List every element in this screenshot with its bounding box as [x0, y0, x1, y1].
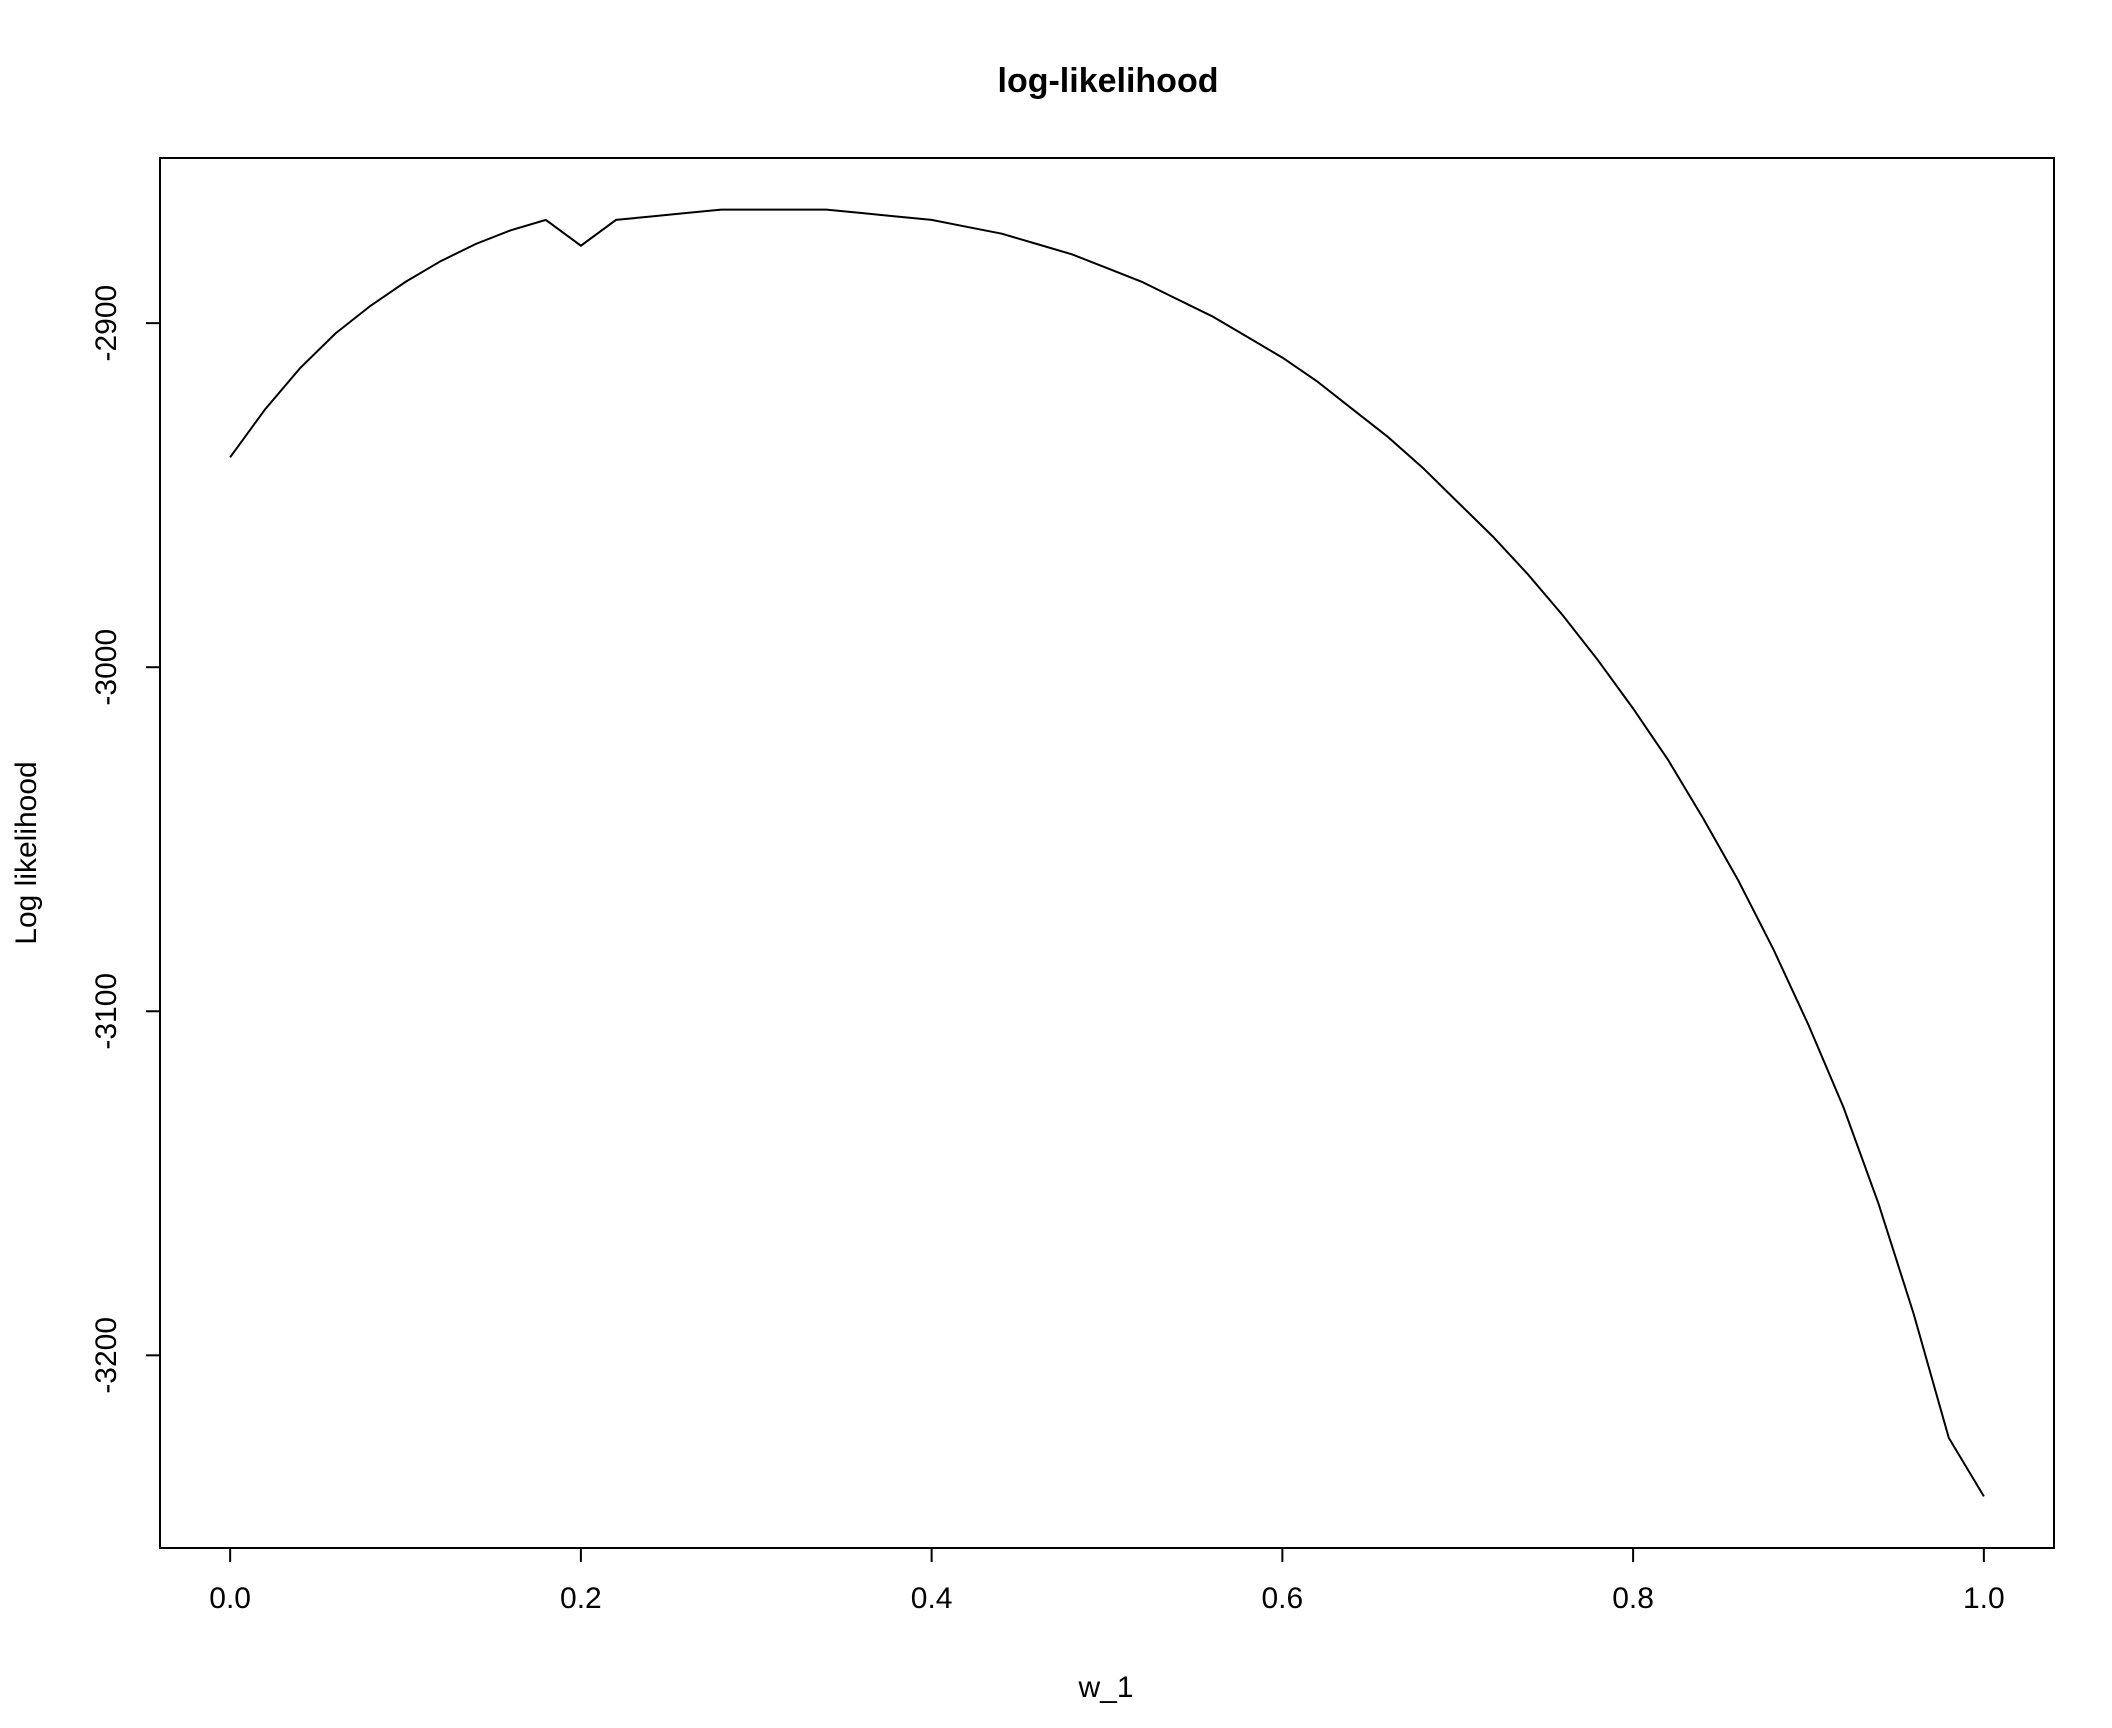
y-tick-label: -3000 [90, 629, 123, 706]
y-tick-label: -3200 [90, 1317, 123, 1394]
chart-title: log-likelihood [998, 62, 1219, 100]
series-line [229, 208, 1985, 1497]
x-tick-label: 1.0 [1963, 1582, 2005, 1615]
x-tick-label: 0.0 [209, 1582, 251, 1615]
y-axis-label: Log likelihood [10, 761, 43, 944]
x-tick-label: 0.6 [1262, 1582, 1304, 1615]
x-tick-label: 0.2 [560, 1582, 602, 1615]
x-tick-label: 0.8 [1612, 1582, 1654, 1615]
x-axis-label: w_1 [1077, 1671, 1133, 1704]
x-tick-label: 0.4 [911, 1582, 953, 1615]
x-axis: 0.0 0.2 0.4 0.6 0.8 1.0 [209, 1547, 2005, 1615]
y-tick-label: -2900 [90, 285, 123, 362]
y-axis: -2900 -3000 -3100 -3200 [90, 285, 161, 1394]
y-tick-label: -3100 [90, 973, 123, 1050]
